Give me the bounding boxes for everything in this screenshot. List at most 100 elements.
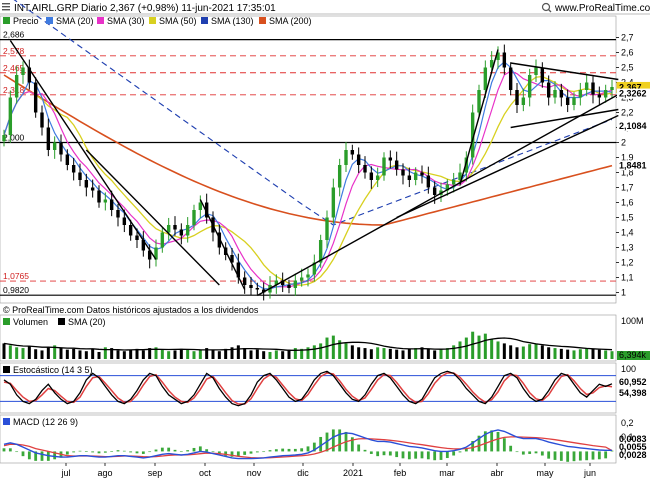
candle-body	[103, 199, 108, 203]
y-tick-label: 1	[621, 288, 626, 298]
volume-bar	[91, 349, 95, 359]
candle-body	[350, 150, 355, 155]
sma50-swatch	[149, 17, 156, 24]
candle-body	[166, 225, 171, 233]
candle-body	[375, 175, 380, 180]
candle-body	[261, 289, 266, 293]
trend-line	[510, 62, 619, 81]
y-tick-label: 1,1	[621, 273, 634, 283]
volume-bar	[46, 347, 50, 359]
x-tick-label: abr	[490, 468, 503, 478]
macd-hist-bar	[407, 451, 411, 460]
volume-bar	[325, 337, 329, 359]
macd-hist-bar	[173, 449, 177, 452]
y-tick-label: 2,5	[621, 63, 634, 73]
volume-bar	[186, 349, 190, 359]
macd-hist-bar	[2, 448, 6, 452]
candle-body	[299, 277, 304, 281]
macd-last-value: 0,0028	[619, 450, 647, 460]
macd-hist-bar	[388, 451, 392, 456]
level-label: 2,686	[3, 30, 25, 40]
volume-bar	[369, 349, 373, 359]
candle-body	[249, 285, 253, 288]
y-tick-label: 2	[621, 138, 626, 148]
volume-bar	[578, 349, 582, 359]
volume-bar	[173, 350, 177, 359]
volume-bar	[281, 351, 285, 359]
volume-bar	[78, 350, 82, 359]
candle-body	[21, 67, 25, 75]
volume-last-bg	[617, 351, 650, 360]
y-tick-label: 2,7	[621, 33, 634, 43]
candle-body	[565, 97, 570, 105]
x-tick-label: nov	[247, 468, 262, 478]
header-menu-icon[interactable]	[2, 3, 10, 11]
y-tick-label: 1,5	[621, 213, 634, 223]
x-tick-label: may	[536, 468, 554, 478]
candle-body	[534, 67, 538, 75]
price-tag: 2,3262	[619, 89, 647, 99]
macd-hist-bar	[27, 451, 31, 460]
macd-hist-bar	[363, 449, 367, 452]
candle-body	[236, 262, 241, 278]
instrument-title: INT.AIRL.GRP Diario 2,367 (+0,98%) 11-ju…	[14, 3, 276, 14]
macd-hist-bar	[21, 451, 25, 457]
volume-sma-line	[3, 337, 613, 351]
candle-body	[230, 255, 234, 263]
trend-line	[199, 199, 246, 290]
price-tag-bg	[617, 121, 650, 132]
macd-hist-bar	[249, 451, 253, 454]
volume-bar	[458, 341, 462, 359]
volume-swatch	[3, 318, 10, 325]
volume-bar	[559, 348, 563, 359]
macd-hist-bar	[306, 446, 310, 452]
macd-hist-bar	[414, 451, 418, 459]
y-tick-label: 1,8	[621, 168, 634, 178]
y-tick-label: 1,2	[621, 258, 634, 268]
y-tick-label: 2,2	[621, 108, 634, 118]
price-tag: 2,1084	[619, 121, 647, 131]
volume-bar	[148, 348, 152, 359]
candle-body	[527, 75, 532, 98]
macd-hist-bar	[15, 451, 19, 453]
volume-legend: Volumen SMA (20)	[3, 317, 106, 327]
candle-body	[420, 172, 424, 176]
volume-bar	[483, 333, 487, 359]
site-link[interactable]: www.ProRealTime.com	[554, 3, 650, 14]
stoch-panel	[0, 362, 617, 414]
candle-body	[40, 112, 44, 128]
macd-hist-bar	[84, 451, 88, 452]
candle-body	[160, 232, 165, 248]
search-icon[interactable]	[541, 2, 552, 13]
candle-body	[2, 135, 6, 142]
footer-note: © ProRealTime.com Datos históricos ajust…	[3, 305, 259, 315]
trend-line	[396, 114, 619, 219]
volume-bar	[97, 351, 101, 359]
candle-body	[445, 184, 450, 191]
candle-body	[274, 280, 279, 285]
macd-hist-bar	[129, 451, 133, 453]
macd-hist-bar	[547, 451, 551, 459]
candle-body	[407, 175, 412, 180]
candle-body	[65, 154, 70, 165]
candle-body	[483, 67, 488, 90]
candle-body	[559, 90, 564, 98]
macd-hist-bar	[255, 451, 259, 453]
candle-body	[344, 150, 348, 165]
macd-hist-bar	[179, 451, 183, 453]
candle-body	[470, 112, 475, 158]
candle-body	[413, 172, 418, 180]
macd-hist-bar	[65, 451, 69, 455]
candle-body	[464, 157, 469, 173]
legend-sma30: SMA (30)	[107, 16, 145, 26]
candle-body	[173, 225, 177, 230]
price-tag-bg	[617, 88, 650, 99]
macd-hist-bar	[566, 451, 570, 462]
macd-hist-bar	[167, 447, 171, 452]
macd-hist-bar	[236, 451, 240, 457]
candle-body	[515, 90, 519, 105]
stoch-swatch	[3, 366, 10, 373]
macd-hist-bar	[141, 451, 145, 454]
legend-sma130: SMA (130)	[211, 16, 254, 26]
